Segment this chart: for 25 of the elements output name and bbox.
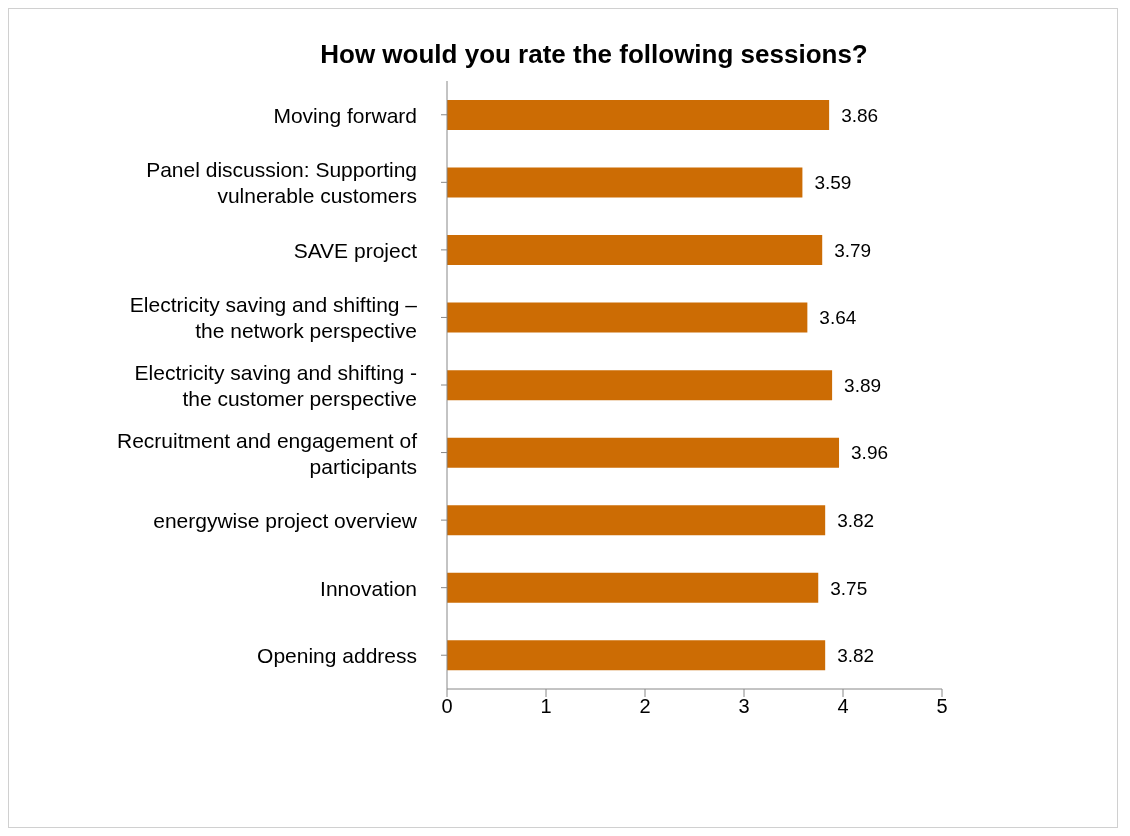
- y-tick-label: Opening address: [257, 643, 417, 667]
- x-tick-label: 2: [639, 695, 651, 718]
- data-label: 3.64: [819, 307, 857, 329]
- y-tick-label: Recruitment and engagement of participants: [116, 428, 418, 478]
- x-tick-label: 3: [738, 695, 750, 718]
- y-tick-label: Innovation: [320, 576, 417, 600]
- y-tick-label: Electricity saving and shifting - the customer perspective: [134, 360, 417, 410]
- chart-title: How would you rate the following sessions?: [319, 39, 869, 70]
- y-tick-label: Panel discussion: Supporting vulnerable customers: [146, 157, 417, 207]
- x-tick-label: 5: [936, 695, 948, 718]
- data-label: 3.82: [837, 645, 875, 667]
- y-tick-label: Moving forward: [273, 103, 417, 127]
- y-tick-label: Electricity saving and shifting – the network perspective: [129, 292, 418, 342]
- data-label: 3.75: [830, 577, 868, 599]
- data-label: 3.59: [814, 172, 852, 194]
- x-tick-label: 0: [441, 695, 453, 718]
- x-tick-label: 1: [540, 695, 552, 718]
- data-label: 3.89: [844, 374, 882, 396]
- data-label: 3.96: [851, 442, 889, 464]
- data-label: 3.82: [837, 509, 875, 531]
- data-label: 3.86: [841, 104, 879, 126]
- y-tick-label: energywise project overview: [153, 508, 418, 532]
- x-tick-label: 4: [837, 695, 849, 718]
- data-label: 3.79: [834, 239, 872, 261]
- y-tick-label: SAVE project: [293, 238, 418, 262]
